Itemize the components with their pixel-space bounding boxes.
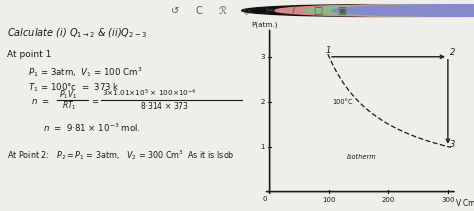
Text: 200: 200 — [382, 197, 395, 203]
Text: $P_1 V_1$: $P_1 V_1$ — [59, 89, 78, 101]
Text: At point 1: At point 1 — [7, 50, 52, 59]
Text: 100°C: 100°C — [332, 99, 353, 105]
Text: ▣: ▣ — [337, 5, 346, 16]
Text: 0: 0 — [263, 196, 267, 202]
Circle shape — [303, 5, 474, 16]
Text: $n$  =: $n$ = — [31, 97, 50, 106]
Text: $P_1$ = 3atm,  $V_1$ = 100 Cm$^3$: $P_1$ = 3atm, $V_1$ = 100 Cm$^3$ — [28, 65, 143, 79]
Text: ↺: ↺ — [171, 5, 180, 16]
Text: V Cm$^3$: V Cm$^3$ — [455, 197, 474, 209]
Circle shape — [242, 5, 474, 16]
Text: 300: 300 — [441, 197, 455, 203]
Text: ◇: ◇ — [243, 5, 250, 16]
Text: $R T_1$: $R T_1$ — [62, 99, 76, 112]
Text: Isotherm: Isotherm — [347, 154, 377, 160]
Text: 100: 100 — [322, 197, 336, 203]
Text: P(atm.): P(atm.) — [252, 21, 278, 28]
Text: At Point 2:   $P_2 = P_1$ = 3atm,   $V_2$ = 300 Cm$^3$  As it is Isob: At Point 2: $P_2 = P_1$ = 3atm, $V_2$ = … — [7, 148, 235, 162]
Text: =: = — [91, 97, 98, 106]
Text: 3$\times$1.01$\times$10$^5$ $\times$ 100$\times$10$^{-4}$: 3$\times$1.01$\times$10$^5$ $\times$ 100… — [102, 88, 197, 99]
Text: $T_1$ = 100°c  =  373 k: $T_1$ = 100°c = 373 k — [28, 82, 120, 94]
Text: 1: 1 — [326, 46, 331, 55]
Text: C: C — [196, 5, 202, 16]
Circle shape — [332, 5, 474, 16]
Text: 8·314 $\times$ 373: 8·314 $\times$ 373 — [140, 100, 189, 111]
Text: Calculate (i) $Q_{1\rightarrow2}$ & (ii)$Q_{2-3}$: Calculate (i) $Q_{1\rightarrow2}$ & (ii)… — [7, 27, 147, 40]
Text: ℛ: ℛ — [219, 5, 227, 16]
Text: □: □ — [313, 5, 322, 16]
Text: /: / — [292, 5, 295, 16]
Text: 3: 3 — [260, 54, 265, 60]
Text: 2: 2 — [450, 47, 456, 57]
Circle shape — [275, 5, 474, 16]
Text: 3: 3 — [450, 140, 456, 149]
Text: 1: 1 — [260, 144, 265, 150]
Text: $n$  =  9·81 $\times$ 10$^{-3}$ mol.: $n$ = 9·81 $\times$ 10$^{-3}$ mol. — [43, 122, 140, 134]
Text: 2: 2 — [261, 99, 265, 105]
Text: ✂: ✂ — [266, 5, 274, 16]
